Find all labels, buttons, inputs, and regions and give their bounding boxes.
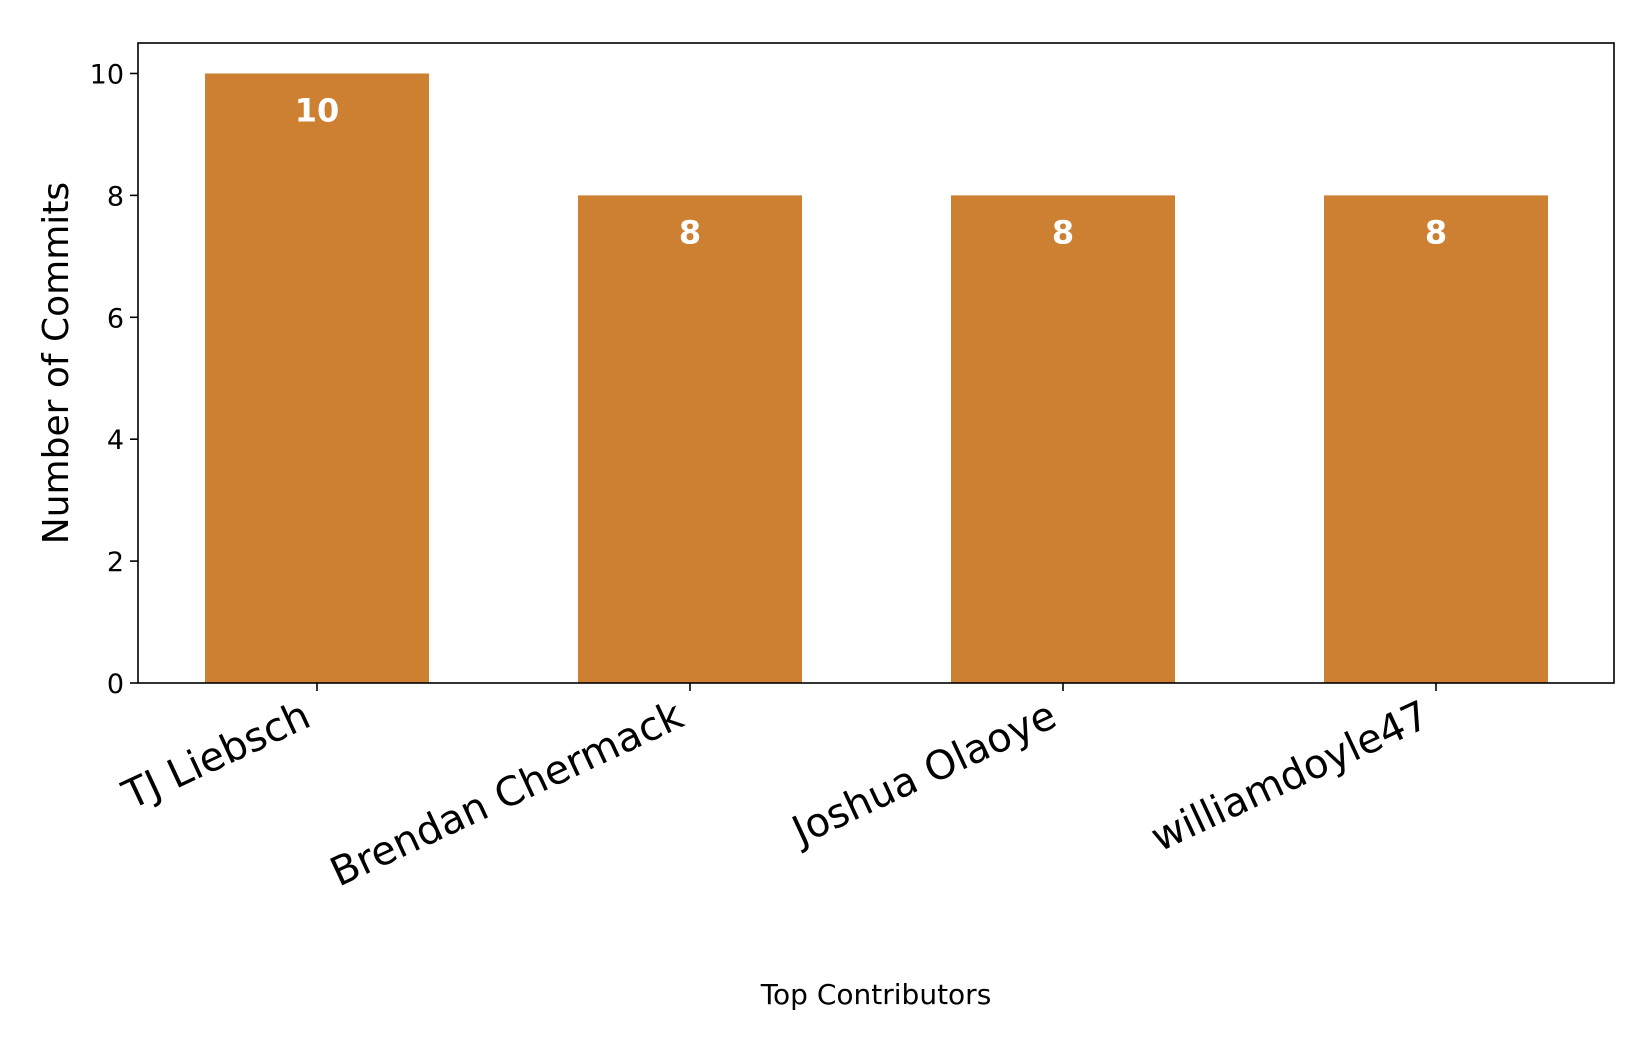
data-label-4: 8 — [1425, 213, 1447, 251]
data-label-3: 8 — [1052, 213, 1074, 251]
bar-3 — [951, 195, 1175, 683]
y-axis-ticks: 0 2 4 6 8 10 — [90, 59, 138, 700]
y-axis-label: Number of Commits — [36, 182, 77, 544]
x-axis-ticks: TJ Liebsch Brendan Chermack Joshua Olaoye w… — [115, 683, 1437, 896]
bars-layer — [205, 73, 1548, 683]
x-tick-label-3: Joshua Olaoye — [783, 692, 1063, 855]
bar-1 — [205, 73, 429, 683]
bar-4 — [1324, 195, 1548, 683]
y-tick-label-3: 4 — [107, 425, 124, 456]
y-tick-label-5: 8 — [107, 181, 124, 212]
x-tick-label-4: williamdoyle47 — [1144, 692, 1436, 861]
y-tick-label-6: 10 — [90, 59, 124, 90]
bar-2 — [578, 195, 802, 683]
data-label-2: 8 — [679, 213, 701, 251]
data-label-1: 10 — [295, 91, 340, 129]
x-axis-label: Top Contributors — [760, 978, 992, 1011]
y-tick-label-2: 2 — [107, 547, 124, 578]
data-labels-layer: 10 8 8 8 — [295, 91, 1447, 251]
x-tick-label-2: Brendan Chermack — [323, 692, 690, 896]
x-tick-label-1: TJ Liebsch — [115, 692, 317, 819]
y-tick-label-1: 0 — [107, 669, 124, 700]
plot-frame — [137, 42, 1615, 684]
y-tick-label-4: 6 — [107, 303, 124, 334]
